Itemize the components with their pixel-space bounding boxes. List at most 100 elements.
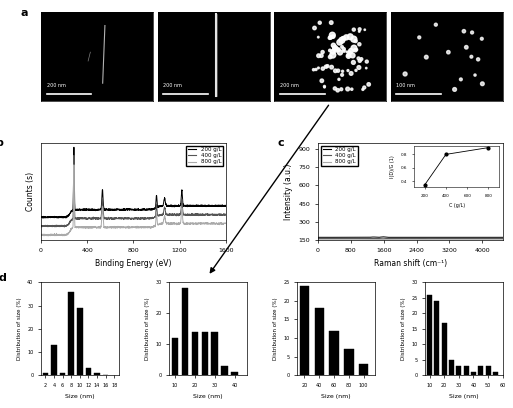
Point bbox=[342, 34, 350, 41]
Point bbox=[356, 41, 364, 48]
Point bbox=[312, 66, 320, 73]
Point bbox=[344, 86, 352, 92]
Point bbox=[351, 38, 360, 44]
Point bbox=[337, 86, 345, 93]
Point bbox=[314, 65, 323, 71]
Point bbox=[329, 49, 337, 55]
Point bbox=[310, 25, 319, 31]
X-axis label: Size (nm): Size (nm) bbox=[193, 394, 223, 399]
Legend: 200 g/L, 400 g/L, 800 g/L: 200 g/L, 400 g/L, 800 g/L bbox=[186, 146, 223, 166]
Point bbox=[340, 46, 348, 52]
Point bbox=[468, 29, 476, 36]
Point bbox=[352, 67, 360, 73]
Point bbox=[336, 39, 344, 46]
Point bbox=[329, 42, 338, 49]
Point bbox=[332, 46, 340, 53]
Point bbox=[344, 52, 352, 58]
Point bbox=[321, 84, 329, 91]
Point bbox=[415, 34, 423, 41]
Bar bbox=[86, 368, 91, 375]
Point bbox=[318, 78, 326, 84]
Point bbox=[338, 44, 346, 50]
Point bbox=[333, 87, 342, 93]
Point bbox=[351, 47, 360, 53]
Point bbox=[401, 71, 409, 77]
Point bbox=[346, 49, 354, 56]
Point bbox=[329, 52, 337, 58]
Bar bbox=[191, 332, 199, 375]
Legend: 200 g/L, 400 g/L, 800 g/L: 200 g/L, 400 g/L, 800 g/L bbox=[321, 146, 358, 166]
Point bbox=[329, 33, 337, 40]
Bar bbox=[94, 373, 100, 375]
Point bbox=[348, 86, 356, 93]
Bar bbox=[51, 345, 57, 375]
Point bbox=[338, 37, 346, 44]
Point bbox=[467, 53, 476, 60]
Text: 200 nm: 200 nm bbox=[280, 84, 299, 89]
Point bbox=[355, 64, 363, 71]
Point bbox=[343, 49, 351, 55]
Point bbox=[334, 47, 343, 53]
Point bbox=[360, 84, 368, 91]
Point bbox=[347, 48, 355, 54]
Point bbox=[450, 86, 459, 93]
Point bbox=[352, 47, 361, 53]
Point bbox=[359, 86, 367, 93]
Point bbox=[326, 34, 334, 41]
Text: a: a bbox=[21, 8, 28, 18]
Point bbox=[478, 80, 486, 87]
Bar bbox=[222, 366, 228, 375]
Bar bbox=[329, 330, 339, 375]
Point bbox=[350, 45, 358, 51]
Bar bbox=[457, 366, 461, 375]
Point bbox=[319, 65, 327, 72]
Point bbox=[357, 56, 365, 62]
Y-axis label: Distribution of size (%): Distribution of size (%) bbox=[273, 297, 278, 360]
Point bbox=[331, 85, 339, 92]
Point bbox=[309, 67, 318, 73]
Text: 200 nm: 200 nm bbox=[163, 84, 182, 89]
Bar bbox=[344, 349, 353, 375]
Point bbox=[354, 55, 363, 62]
Point bbox=[335, 76, 343, 82]
Text: 100 nm: 100 nm bbox=[396, 84, 415, 89]
Point bbox=[338, 72, 346, 78]
Point bbox=[474, 56, 482, 62]
Bar bbox=[77, 308, 83, 375]
Y-axis label: Distribution of size (%): Distribution of size (%) bbox=[16, 297, 22, 360]
Point bbox=[339, 35, 347, 42]
Bar bbox=[314, 308, 324, 375]
Bar bbox=[427, 295, 432, 375]
Point bbox=[347, 70, 355, 77]
Point bbox=[320, 83, 328, 90]
Point bbox=[457, 76, 465, 83]
Point bbox=[422, 54, 430, 60]
Point bbox=[365, 81, 373, 88]
Point bbox=[340, 48, 348, 54]
Point bbox=[460, 28, 468, 34]
Point bbox=[355, 28, 363, 35]
X-axis label: Binding Energy (eV): Binding Energy (eV) bbox=[95, 259, 172, 268]
Point bbox=[331, 67, 340, 74]
Point bbox=[356, 58, 364, 64]
Point bbox=[319, 49, 327, 55]
Point bbox=[350, 36, 358, 42]
Bar bbox=[464, 366, 469, 375]
Bar bbox=[493, 372, 498, 375]
Y-axis label: Distribution of size (%): Distribution of size (%) bbox=[145, 297, 150, 360]
X-axis label: Raman shift (cm⁻¹): Raman shift (cm⁻¹) bbox=[374, 259, 447, 268]
Point bbox=[340, 35, 348, 42]
Point bbox=[326, 54, 334, 60]
Bar bbox=[68, 292, 74, 375]
Point bbox=[314, 53, 323, 59]
X-axis label: Size (nm): Size (nm) bbox=[65, 394, 95, 399]
Bar bbox=[449, 360, 454, 375]
Text: b: b bbox=[0, 138, 3, 148]
Point bbox=[349, 59, 358, 66]
Point bbox=[327, 19, 336, 26]
Bar bbox=[442, 323, 447, 375]
Point bbox=[356, 26, 364, 33]
Bar bbox=[202, 332, 208, 375]
Bar bbox=[435, 301, 439, 375]
Point bbox=[331, 44, 339, 51]
